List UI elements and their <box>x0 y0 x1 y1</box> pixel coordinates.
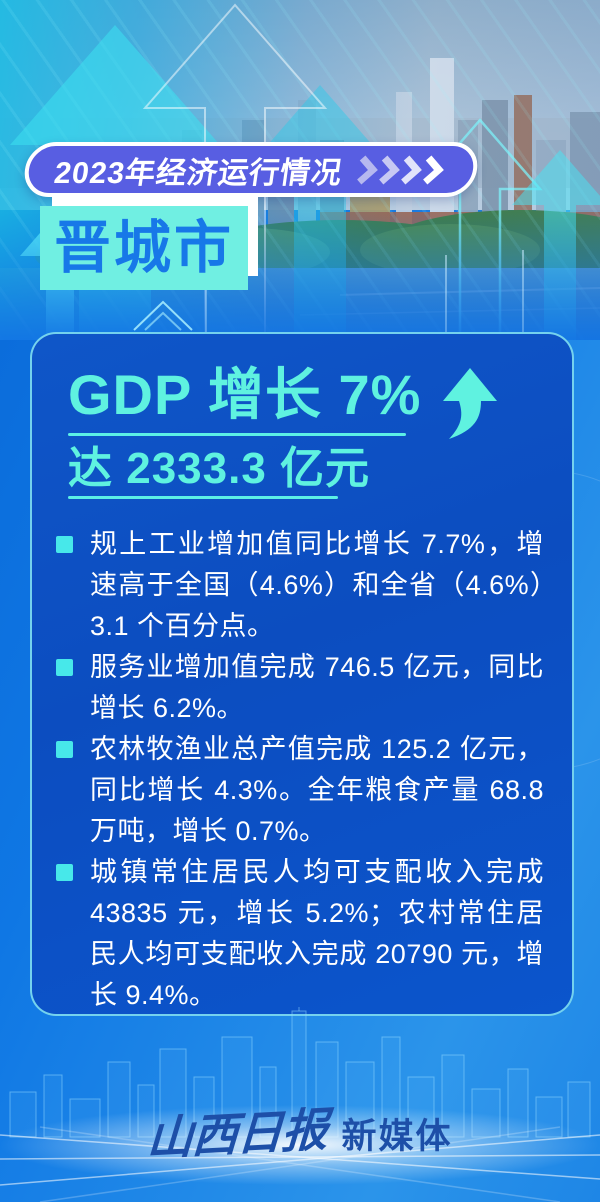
list-item: 城镇常住居民人均可支配收入完成 43835 元，增长 5.2%；农村常住居民人均… <box>56 852 544 1016</box>
stat-text: 农林牧渔业总产值完成 125.2 亿元，同比增长 4.3%。全年粮食产量 68.… <box>90 734 544 847</box>
gdp-subline: 达 2333.3 亿元 <box>68 444 371 493</box>
underline <box>68 433 406 436</box>
gdp-headline: GDP 增长 7% <box>68 363 422 426</box>
brand-name: 山西日报 <box>146 1102 329 1166</box>
chevron-right-icon <box>356 155 444 184</box>
skyline-decoration <box>0 1007 600 1202</box>
bullet-square-icon <box>56 659 73 677</box>
brand-suffix: 新媒体 <box>341 1116 453 1156</box>
list-item: 规上工业增加值同比增长 7.7%，增速高于全国（4.6%）和全省（4.6%）3.… <box>56 524 544 647</box>
light-streaks <box>0 1126 600 1202</box>
bullet-square-icon <box>56 536 73 554</box>
stat-text: 服务业增加值完成 746.5 亿元，同比增长 6.2%。 <box>90 652 544 724</box>
bullet-square-icon <box>56 741 73 759</box>
gdp-headline-row: GDP 增长 7% <box>68 363 544 439</box>
bullet-square-icon <box>56 864 73 882</box>
city-name: 晋城市 <box>54 215 234 280</box>
list-item: 服务业增加值完成 746.5 亿元，同比增长 6.2%。 <box>56 647 544 729</box>
title-banner: 2023年经济运行情况 <box>21 142 481 197</box>
banner-title: 2023年经济运行情况 <box>52 156 345 190</box>
small-up-arrow-icon <box>133 300 193 331</box>
up-trend-icon <box>443 368 498 439</box>
stats-card: GDP 增长 7% 达 2333.3 亿元 规上工业增加值同比增长 7.7%，增… <box>30 332 574 1016</box>
underline <box>68 496 338 500</box>
stat-text: 城镇常住居民人均可支配收入完成 43835 元，增长 5.2%；农村常住居民人均… <box>90 857 544 1011</box>
stat-list: 规上工业增加值同比增长 7.7%，增速高于全国（4.6%）和全省（4.6%）3.… <box>56 524 544 1016</box>
stat-text: 规上工业增加值同比增长 7.7%，增速高于全国（4.6%）和全省（4.6%）3.… <box>90 529 544 642</box>
city-badge: 晋城市 <box>40 206 248 290</box>
brand-logo: 山西日报 新媒体 <box>0 1102 600 1166</box>
list-item: 农林牧渔业总产值完成 125.2 亿元，同比增长 4.3%。全年粮食产量 68.… <box>56 729 544 852</box>
